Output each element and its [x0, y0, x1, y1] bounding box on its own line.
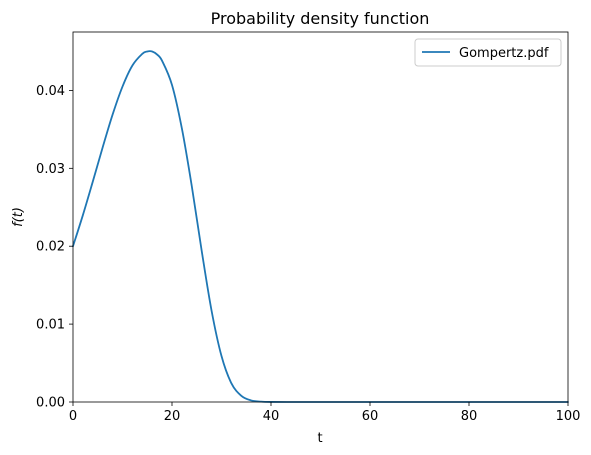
x-tick-label: 100 — [556, 409, 581, 424]
x-axis: 0 20 40 60 80 100 — [69, 402, 581, 424]
x-tick-label: 0 — [69, 409, 77, 424]
legend-box — [414, 38, 562, 67]
y-axis: 0.00 0.01 0.02 0.03 0.04 — [36, 84, 73, 411]
y-axis-label: f(t) — [11, 207, 26, 227]
chart-title: Probability density function — [211, 9, 430, 28]
x-axis-label: t — [317, 431, 322, 446]
x-tick-label: 40 — [263, 409, 280, 424]
y-tick-label: 0.01 — [36, 318, 65, 333]
plot-frame — [72, 31, 569, 403]
plot-area — [72, 50, 569, 403]
x-tick-label: 60 — [362, 409, 379, 424]
legend-label: Gompertz.pdf — [459, 46, 549, 61]
legend: Gompertz.pdf — [414, 38, 562, 67]
y-tick-label: 0.02 — [36, 240, 65, 255]
y-tick-label: 0.04 — [36, 84, 65, 99]
x-tick-label: 20 — [164, 409, 181, 424]
series-line-gompertz-pdf — [72, 50, 569, 403]
y-tick-label: 0.00 — [36, 396, 65, 411]
y-tick-label: 0.03 — [36, 162, 65, 177]
x-tick-label: 80 — [461, 409, 478, 424]
